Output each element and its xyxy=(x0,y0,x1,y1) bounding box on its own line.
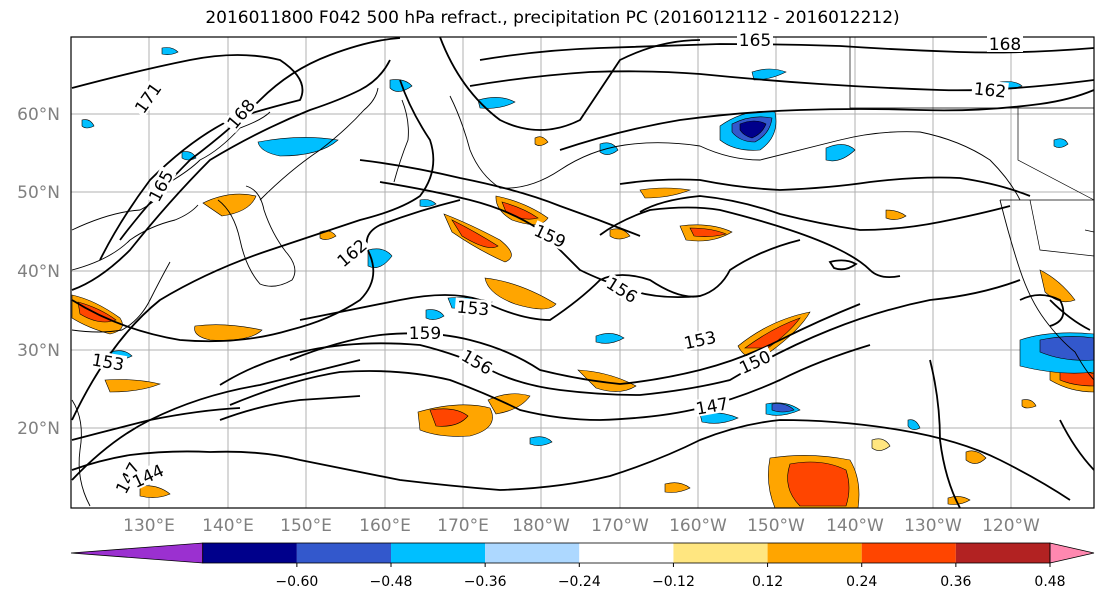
colorbar-segment xyxy=(767,543,862,563)
colorbar-extend-high xyxy=(1049,542,1095,564)
colorbar-extend-low xyxy=(70,542,204,564)
lon-label: 130°E xyxy=(123,516,175,536)
lon-label: 150°W xyxy=(747,516,805,536)
colorbar-tick-label: 0.36 xyxy=(940,574,971,590)
contour-label: 165 xyxy=(739,31,771,51)
contour-label-bg xyxy=(737,31,773,48)
contour-label-bg xyxy=(457,345,498,378)
lon-label: 140°E xyxy=(202,516,254,536)
colorbar-tick-labels: −0.60 −0.48 −0.36 −0.24 −0.12 0.12 0.24 0.36 0.4… xyxy=(275,563,1066,590)
contour-label-bg xyxy=(111,457,144,498)
map-title: 2016011800 F042 500 hPa refract., precip… xyxy=(205,8,900,28)
colorbar-segment xyxy=(202,543,297,563)
colorbar-tick-label: −0.36 xyxy=(464,574,507,590)
contour-label-bg xyxy=(407,324,443,341)
lon-label: 170°E xyxy=(437,516,489,536)
contour-label-bg xyxy=(88,350,128,374)
contour-label-bg xyxy=(454,297,492,318)
contour-label-bg xyxy=(734,346,775,377)
colorbar-segment xyxy=(485,543,580,563)
lat-label: 30°N xyxy=(17,341,60,361)
lon-label: 170°W xyxy=(591,516,649,536)
colorbar-tick-label: −0.60 xyxy=(275,574,318,590)
lat-label: 60°N xyxy=(17,105,60,125)
colorbar-frame xyxy=(202,542,1051,564)
lat-axis: 60°N 50°N 40°N 30°N 20°N xyxy=(17,105,60,439)
colorbar-segment xyxy=(673,543,768,563)
colorbar-segment xyxy=(296,543,392,563)
lon-label: 180°W xyxy=(512,516,570,536)
contour-label-bg xyxy=(127,460,168,491)
colorbar-segment xyxy=(955,543,1050,563)
colorbar-tick-label: −0.12 xyxy=(652,574,695,590)
contours xyxy=(71,37,1094,508)
lon-label: 130°W xyxy=(904,516,962,536)
colorbar-segment xyxy=(391,543,486,563)
coastlines xyxy=(71,87,1094,507)
colorbar-tick-label: 0.12 xyxy=(752,574,783,590)
contour-label-bg xyxy=(144,165,177,206)
lon-axis: 130°E 140°E 150°E 160°E 170°E 180°W 170°W 160°W… xyxy=(123,516,1040,536)
contour-label-bg xyxy=(680,327,720,352)
colorbar-segment xyxy=(579,543,674,563)
contour-label-bg xyxy=(130,78,165,118)
lon-label: 140°W xyxy=(826,516,884,536)
contour-label-bg xyxy=(530,220,571,251)
contour-label: 168 xyxy=(989,35,1021,55)
lat-label: 20°N xyxy=(17,419,60,439)
lat-label: 40°N xyxy=(17,262,60,282)
contour-label-bg xyxy=(971,79,1009,100)
contour-label-bg xyxy=(987,35,1023,52)
contour-label-bg xyxy=(332,234,371,271)
contour-label: 159 xyxy=(409,324,441,344)
colorbar-tick-label: 0.24 xyxy=(846,574,877,590)
contour-label: 153 xyxy=(456,298,490,321)
lat-label: 50°N xyxy=(17,183,60,203)
colorbar-tick-label: −0.48 xyxy=(370,574,413,590)
lon-label: 150°E xyxy=(280,516,332,536)
lon-label: 160°W xyxy=(669,516,727,536)
contour-label-bg xyxy=(222,94,259,133)
contour-label: 162 xyxy=(973,79,1007,102)
colorbar-segment xyxy=(861,543,956,563)
contour-label-bg xyxy=(602,272,643,307)
colorbar-tick-label: −0.24 xyxy=(558,574,601,590)
map-frame xyxy=(70,36,1095,509)
colorbar xyxy=(70,542,1095,564)
colorbar-tick-label: 0.48 xyxy=(1034,574,1065,590)
precip-negative xyxy=(81,47,1094,446)
lon-label: 160°E xyxy=(359,516,411,536)
contour-label-bg xyxy=(692,394,732,418)
lon-label: 120°W xyxy=(982,516,1040,536)
graticule xyxy=(71,37,1094,508)
